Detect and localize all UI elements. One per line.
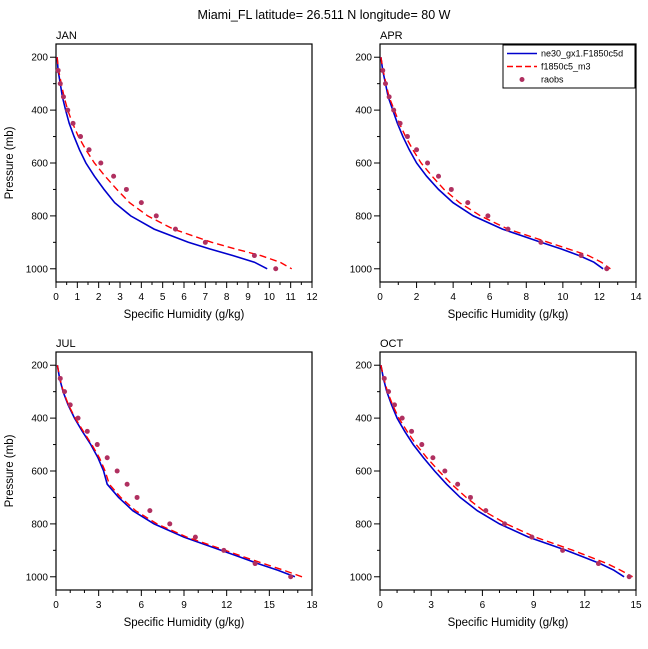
panel-jul-chart: 0 3 6 9 12 15 18 200 400 600 800 1000 JUL Specific Hu… (4, 338, 318, 629)
svg-text:1000: 1000 (26, 264, 49, 275)
svg-text:12: 12 (594, 292, 606, 303)
svg-text:ne30_gx1.F1850c5d: ne30_gx1.F1850c5d (541, 49, 623, 59)
figure-title: Miami_FL latitude= 26.511 N longitude= 8… (197, 8, 451, 22)
svg-text:0: 0 (53, 600, 59, 611)
svg-text:2: 2 (414, 292, 420, 303)
svg-text:11: 11 (285, 292, 296, 303)
panel-apr-chart: 0 2 4 6 8 10 12 14 200 400 600 800 1000 APR Specific H… (350, 30, 642, 321)
svg-text:14: 14 (630, 292, 642, 303)
svg-text:1: 1 (75, 292, 81, 303)
svg-text:3: 3 (96, 600, 102, 611)
svg-text:600: 600 (31, 467, 48, 478)
svg-text:800: 800 (31, 211, 48, 222)
svg-text:800: 800 (355, 211, 372, 222)
svg-text:800: 800 (31, 519, 48, 530)
svg-text:15: 15 (630, 600, 642, 611)
svg-text:Specific Humidity (g/kg): Specific Humidity (g/kg) (124, 617, 245, 629)
svg-text:1000: 1000 (350, 572, 373, 583)
svg-text:18: 18 (306, 600, 318, 611)
svg-text:0: 0 (377, 292, 383, 303)
svg-text:12: 12 (579, 600, 591, 611)
svg-text:Pressure (mb): Pressure (mb) (4, 434, 16, 507)
svg-text:f1850c5_m3: f1850c5_m3 (541, 62, 591, 72)
svg-text:800: 800 (355, 519, 372, 530)
svg-text:200: 200 (31, 53, 48, 64)
svg-text:400: 400 (31, 106, 48, 117)
svg-text:9: 9 (531, 600, 537, 611)
panel-grid: 0 1 2 3 4 5 6 7 8 9 10 11 12 200 400 600 800 1000 JAN Speci… (0, 26, 648, 642)
svg-text:12: 12 (221, 600, 233, 611)
svg-text:Specific Humidity (g/kg): Specific Humidity (g/kg) (448, 309, 569, 321)
svg-text:0: 0 (53, 292, 59, 303)
svg-text:400: 400 (355, 106, 372, 117)
svg-text:200: 200 (355, 361, 372, 372)
svg-text:6: 6 (480, 600, 486, 611)
svg-text:1000: 1000 (26, 572, 49, 583)
svg-text:600: 600 (355, 159, 372, 170)
svg-text:JAN: JAN (56, 30, 77, 42)
svg-text:7: 7 (203, 292, 209, 303)
svg-text:JUL: JUL (56, 338, 76, 350)
svg-text:15: 15 (264, 600, 276, 611)
svg-text:0: 0 (377, 600, 383, 611)
svg-text:400: 400 (355, 414, 372, 425)
svg-text:6: 6 (487, 292, 493, 303)
svg-text:4: 4 (139, 292, 145, 303)
svg-text:5: 5 (160, 292, 166, 303)
svg-text:2: 2 (96, 292, 102, 303)
svg-text:8: 8 (224, 292, 230, 303)
svg-text:200: 200 (31, 361, 48, 372)
svg-text:600: 600 (31, 159, 48, 170)
svg-text:10: 10 (557, 292, 569, 303)
svg-text:400: 400 (31, 414, 48, 425)
svg-text:4: 4 (450, 292, 456, 303)
svg-text:3: 3 (117, 292, 123, 303)
svg-text:raobs: raobs (541, 75, 564, 85)
svg-text:9: 9 (245, 292, 251, 303)
svg-text:APR: APR (380, 30, 403, 42)
svg-text:3: 3 (428, 600, 434, 611)
svg-text:OCT: OCT (380, 338, 404, 350)
svg-text:Pressure (mb): Pressure (mb) (4, 126, 16, 199)
svg-text:9: 9 (181, 600, 187, 611)
svg-text:10: 10 (264, 292, 276, 303)
svg-text:Specific Humidity (g/kg): Specific Humidity (g/kg) (124, 309, 245, 321)
svg-text:Specific Humidity (g/kg): Specific Humidity (g/kg) (448, 617, 569, 629)
svg-text:8: 8 (524, 292, 530, 303)
svg-text:6: 6 (181, 292, 187, 303)
panel-jan-chart: 0 1 2 3 4 5 6 7 8 9 10 11 122004006008001000JANSpeci… (4, 30, 318, 321)
panel-oct-chart: 0 3 6 9 12 15 200 400 600 800 1000 OCT Specific Humi… (350, 338, 642, 629)
svg-text:12: 12 (306, 292, 318, 303)
svg-text:600: 600 (355, 467, 372, 478)
svg-text:200: 200 (355, 53, 372, 64)
svg-text:6: 6 (139, 600, 145, 611)
svg-text:1000: 1000 (350, 264, 373, 275)
